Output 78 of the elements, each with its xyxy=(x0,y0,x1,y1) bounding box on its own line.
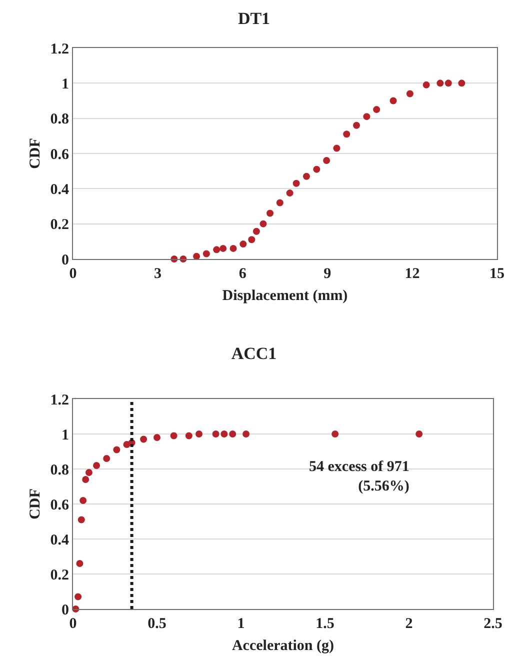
point xyxy=(390,97,397,104)
point xyxy=(185,432,192,440)
x-tick-label: 3 xyxy=(154,266,162,282)
x-tick-label: 0.5 xyxy=(148,616,166,632)
point xyxy=(202,250,210,258)
point xyxy=(302,172,310,180)
point xyxy=(422,81,430,88)
point xyxy=(416,430,423,438)
point xyxy=(436,80,444,87)
annotation: 54 excess of 971 (5.56%) xyxy=(309,459,410,494)
point xyxy=(213,246,220,254)
point xyxy=(170,432,178,440)
x-tick-label: 1.5 xyxy=(316,616,334,632)
point xyxy=(80,497,87,504)
x-tick-label: 9 xyxy=(324,266,332,282)
point xyxy=(93,462,100,469)
y-tick-label: 0.8 xyxy=(50,462,69,478)
point xyxy=(363,113,370,120)
point xyxy=(76,560,84,567)
y-tick-label: 1.2 xyxy=(50,41,69,58)
point xyxy=(353,122,360,129)
y-tick-label: 0.2 xyxy=(50,217,69,234)
point xyxy=(230,244,237,252)
point xyxy=(242,430,250,438)
point xyxy=(252,228,260,235)
y-tick-label: 0.8 xyxy=(50,112,69,128)
y-tick-label: 0.2 xyxy=(50,567,69,584)
point xyxy=(292,180,300,187)
point xyxy=(154,434,160,441)
x-tick-label: 6 xyxy=(238,266,247,282)
y-tick-label: 0 xyxy=(62,602,69,618)
point xyxy=(113,446,120,454)
y-tick-label: 1.2 xyxy=(50,392,69,408)
y-tick-label: 1 xyxy=(62,76,69,92)
point xyxy=(196,430,202,438)
point xyxy=(220,430,228,438)
point xyxy=(444,80,452,87)
x-axis-title: Acceleration (g) xyxy=(232,638,334,654)
point xyxy=(240,240,247,248)
x-tick-label: 2 xyxy=(405,616,413,632)
chart-title: ACC1 xyxy=(231,344,277,363)
point xyxy=(266,210,274,217)
point xyxy=(82,476,90,483)
point xyxy=(212,430,220,438)
y-tick-label: 1 xyxy=(62,427,69,444)
x-tick-label: 1 xyxy=(237,616,245,632)
point xyxy=(373,106,380,114)
x-tick-label: 2.5 xyxy=(484,616,502,632)
point xyxy=(140,436,148,443)
y-tick-label: 0.4 xyxy=(50,532,70,548)
point xyxy=(103,455,110,462)
x-axis-title: Displacement (mm) xyxy=(222,288,348,304)
chart-title: DT1 xyxy=(238,8,270,28)
y-axis-title: CDF xyxy=(28,488,44,520)
y-tick-label: 0.6 xyxy=(50,146,70,163)
y-tick-label: 0.6 xyxy=(50,497,70,514)
point xyxy=(406,90,414,98)
point xyxy=(78,516,85,524)
point xyxy=(343,130,350,138)
point xyxy=(323,157,330,164)
point xyxy=(260,220,267,228)
point xyxy=(85,469,92,476)
point xyxy=(313,166,320,173)
point xyxy=(286,190,294,197)
point xyxy=(229,430,236,438)
point xyxy=(220,244,227,252)
point xyxy=(74,593,82,600)
y-tick-label: 0 xyxy=(62,252,69,268)
point xyxy=(193,252,200,260)
point xyxy=(248,236,256,244)
point xyxy=(276,199,284,206)
y-tick-label: 0.4 xyxy=(50,182,70,198)
x-tick-label: 12 xyxy=(404,266,420,282)
point xyxy=(458,80,466,87)
point xyxy=(333,144,340,152)
point xyxy=(332,430,339,438)
x-tick-label: 15 xyxy=(490,266,504,282)
y-axis-title: CDF xyxy=(28,138,44,169)
